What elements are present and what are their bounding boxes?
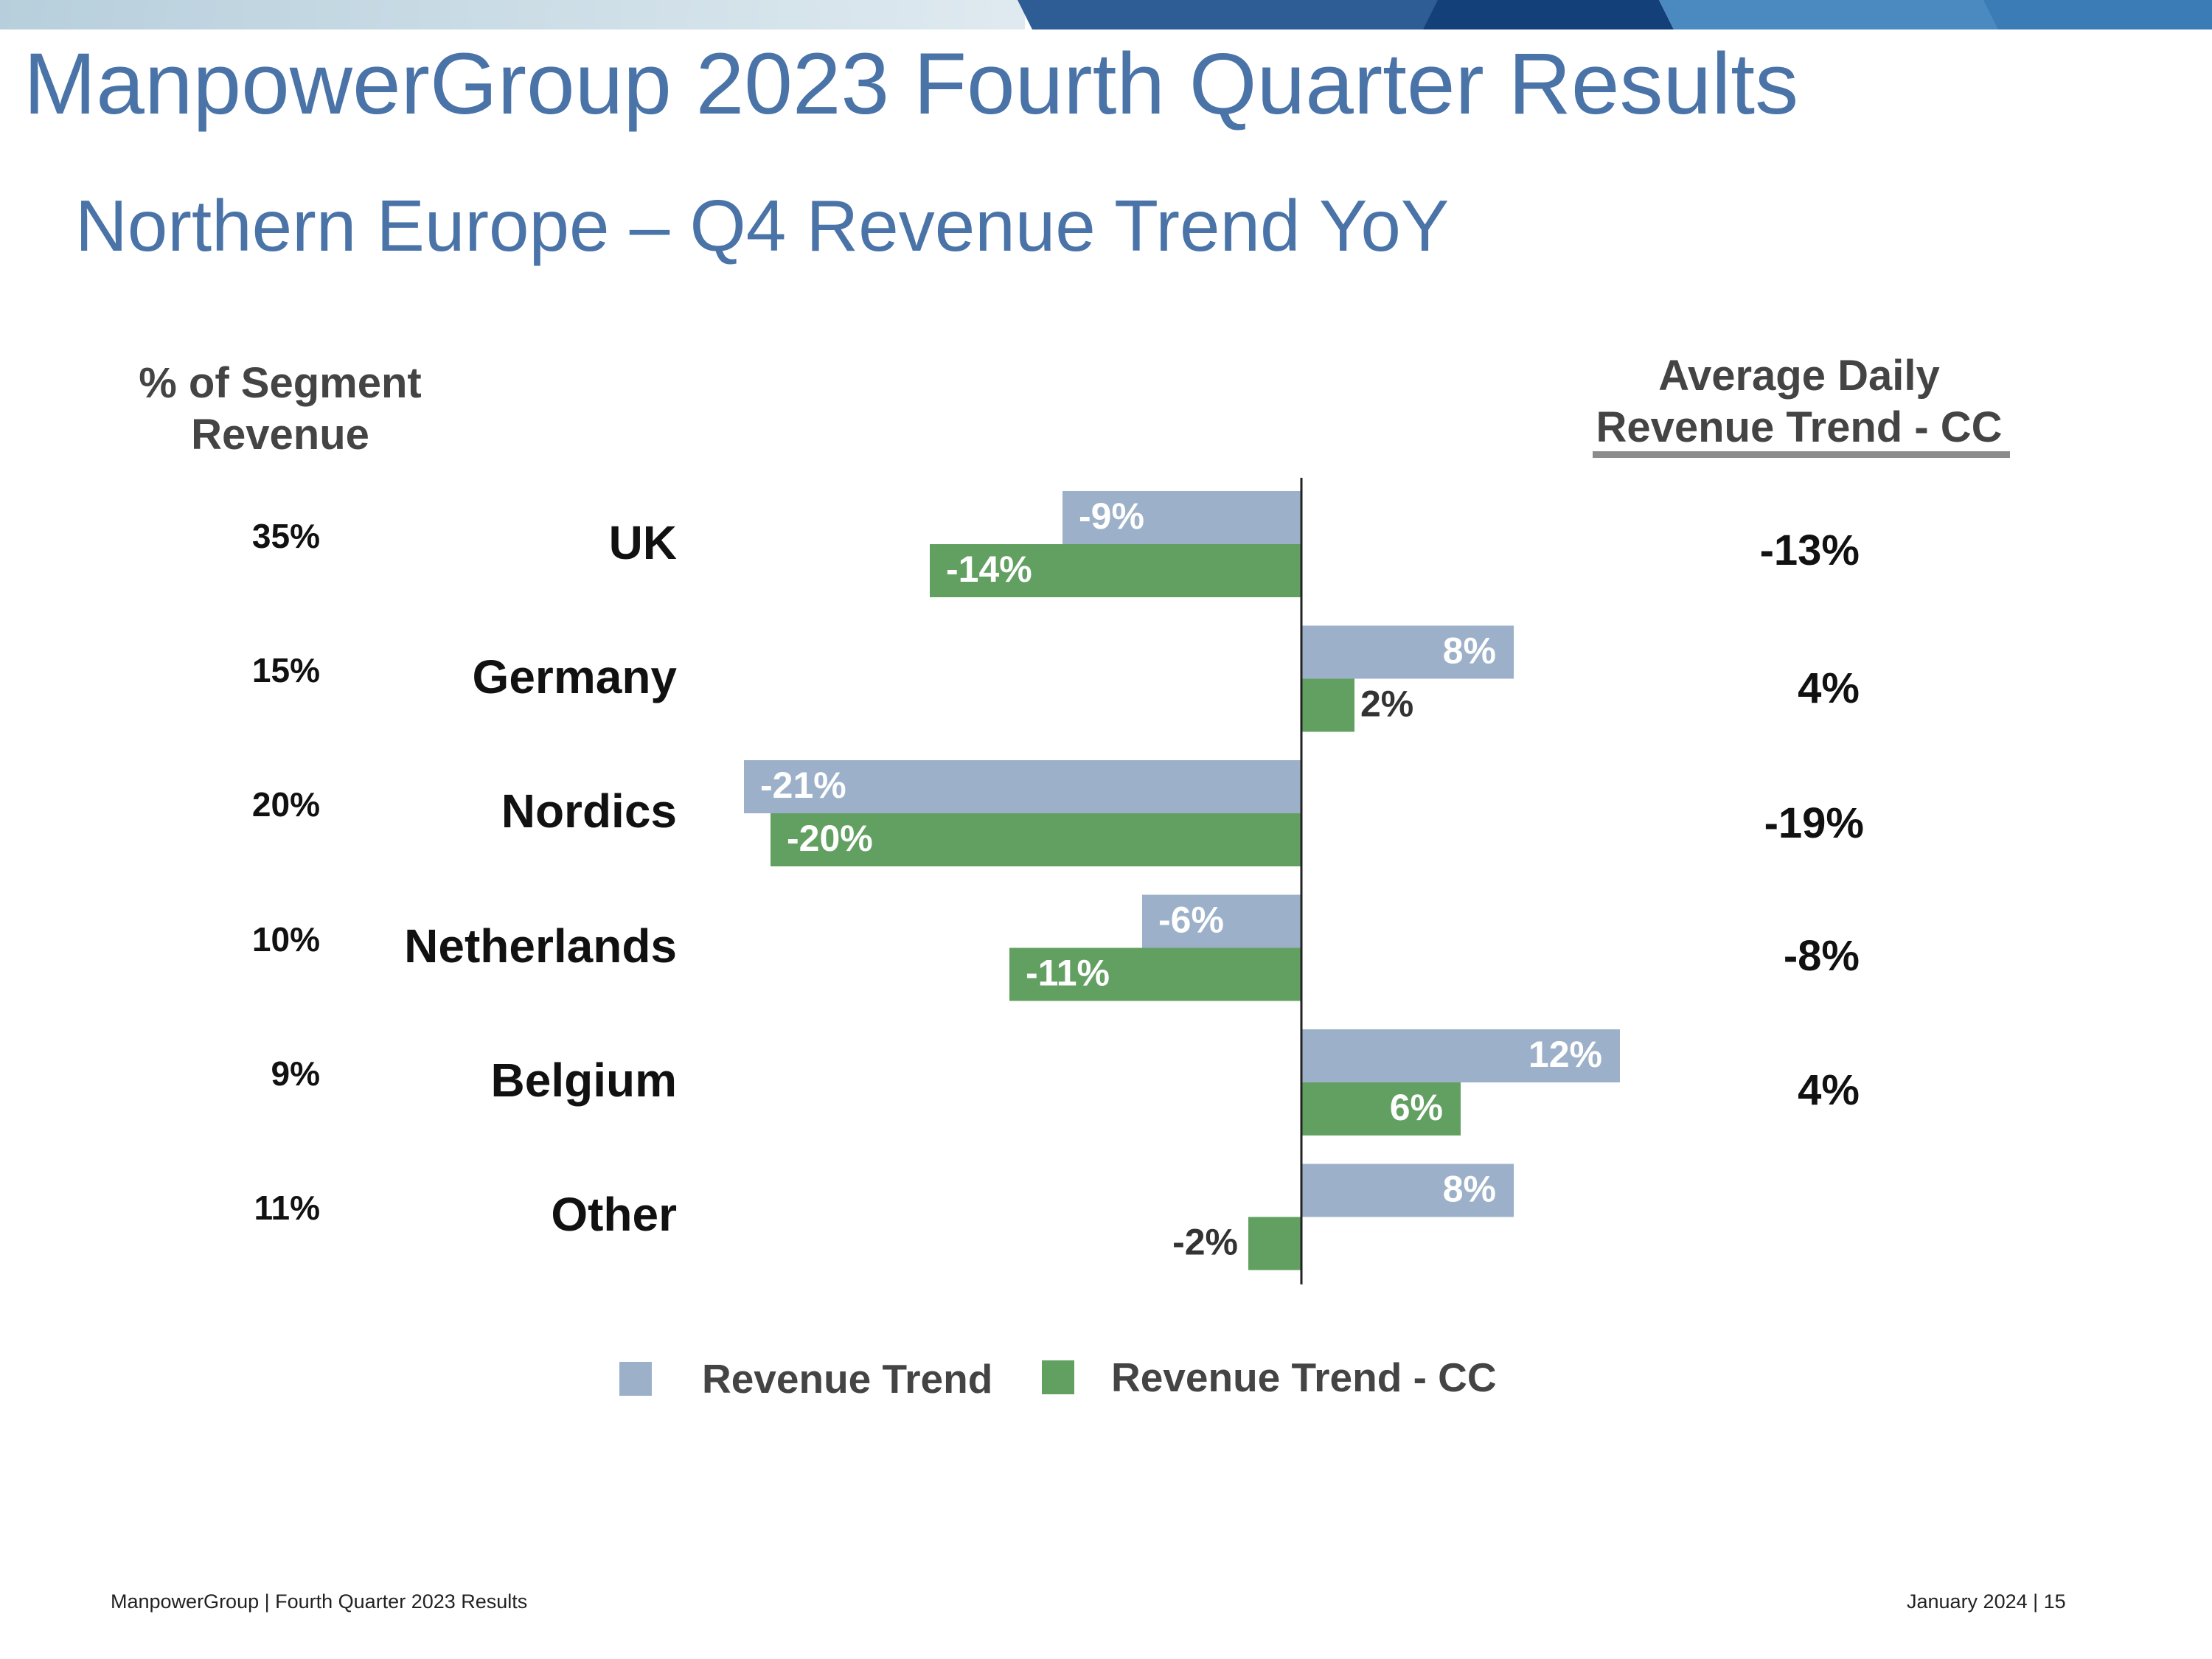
- bar-revenue-trend-belgium: [1301, 1029, 1620, 1082]
- adr-value: -13%: [1759, 526, 1860, 574]
- legend-swatch-revenue-trend: [619, 1362, 652, 1396]
- data-label-revenue-trend-belgium: 12%: [1528, 1034, 1602, 1075]
- bar-revenue-trend-cc-nordics: [771, 813, 1301, 866]
- bar-revenue-trend-cc-germany: [1301, 678, 1354, 732]
- data-label-revenue-trend-cc-nordics: -20%: [787, 818, 873, 859]
- adr-header-underline: [1593, 451, 2010, 458]
- footer-right: January 2024 | 15: [1907, 1590, 2066, 1613]
- segment-share-header-line: Revenue: [191, 411, 369, 459]
- country-label: UK: [608, 516, 677, 569]
- adr-header-line: Average Daily: [1658, 352, 1940, 400]
- data-label-revenue-trend-nordics: -21%: [760, 765, 846, 806]
- data-label-revenue-trend-cc-netherlands: -11%: [1026, 953, 1110, 994]
- legend-swatch-revenue-trend-cc: [1042, 1360, 1074, 1394]
- segment-share: 9%: [271, 1054, 320, 1093]
- data-label-revenue-trend-cc-uk: -14%: [946, 549, 1032, 590]
- country-label: Netherlands: [404, 919, 677, 973]
- slide-title: ManpowerGroup 2023 Fourth Quarter Result…: [24, 35, 1799, 133]
- data-label-revenue-trend-netherlands: -6%: [1158, 900, 1224, 941]
- segment-share: 10%: [251, 920, 320, 959]
- segment-share: 11%: [254, 1189, 320, 1227]
- segment-share: 20%: [251, 785, 320, 824]
- adr-value: 4%: [1798, 1066, 1860, 1114]
- data-label-revenue-trend-uk: -9%: [1079, 495, 1144, 537]
- adr-value: -8%: [1783, 932, 1860, 980]
- bar-revenue-trend-netherlands: [1142, 894, 1301, 948]
- segment-share: 35%: [251, 517, 320, 555]
- data-label-revenue-trend-germany: 8%: [1443, 630, 1496, 672]
- bar-revenue-trend-other: [1301, 1164, 1514, 1217]
- adr-value: -19%: [1764, 799, 1864, 847]
- adr-header-line: Revenue Trend - CC: [1596, 403, 2003, 451]
- segment-share-header-line: % of Segment: [139, 359, 422, 407]
- segment-share-header: % of Segment Revenue: [88, 358, 472, 461]
- bar-revenue-trend-cc-netherlands: [1009, 947, 1301, 1001]
- bar-revenue-trend-cc-uk: [930, 544, 1301, 597]
- country-label: Germany: [472, 650, 677, 703]
- segment-share: 15%: [251, 651, 320, 689]
- data-label-revenue-trend-cc-germany: 2%: [1360, 684, 1413, 725]
- adr-value: 4%: [1798, 664, 1860, 712]
- adr-header: Average Daily Revenue Trend - CC: [1578, 350, 2020, 453]
- country-label: Other: [551, 1188, 677, 1241]
- footer-left: ManpowerGroup | Fourth Quarter 2023 Resu…: [111, 1590, 528, 1613]
- slide-subtitle: Northern Europe – Q4 Revenue Trend YoY: [75, 185, 1450, 266]
- data-label-revenue-trend-cc-belgium: 6%: [1390, 1087, 1443, 1128]
- bar-revenue-trend-uk: [1062, 491, 1301, 544]
- data-label-revenue-trend-cc-other: -2%: [1172, 1222, 1238, 1263]
- legend-label-revenue-trend: Revenue Trend: [702, 1356, 993, 1402]
- legend-label-revenue-trend-cc: Revenue Trend - CC: [1111, 1354, 1497, 1400]
- country-label: Belgium: [490, 1054, 677, 1107]
- header-banner: [0, 0, 2212, 29]
- country-label: Nordics: [501, 785, 677, 838]
- bar-revenue-trend-cc-other: [1248, 1217, 1301, 1270]
- bar-revenue-trend-cc-belgium: [1301, 1082, 1461, 1135]
- bar-revenue-trend-germany: [1301, 625, 1514, 679]
- bar-revenue-trend-nordics: [744, 760, 1301, 813]
- data-label-revenue-trend-other: 8%: [1443, 1169, 1496, 1210]
